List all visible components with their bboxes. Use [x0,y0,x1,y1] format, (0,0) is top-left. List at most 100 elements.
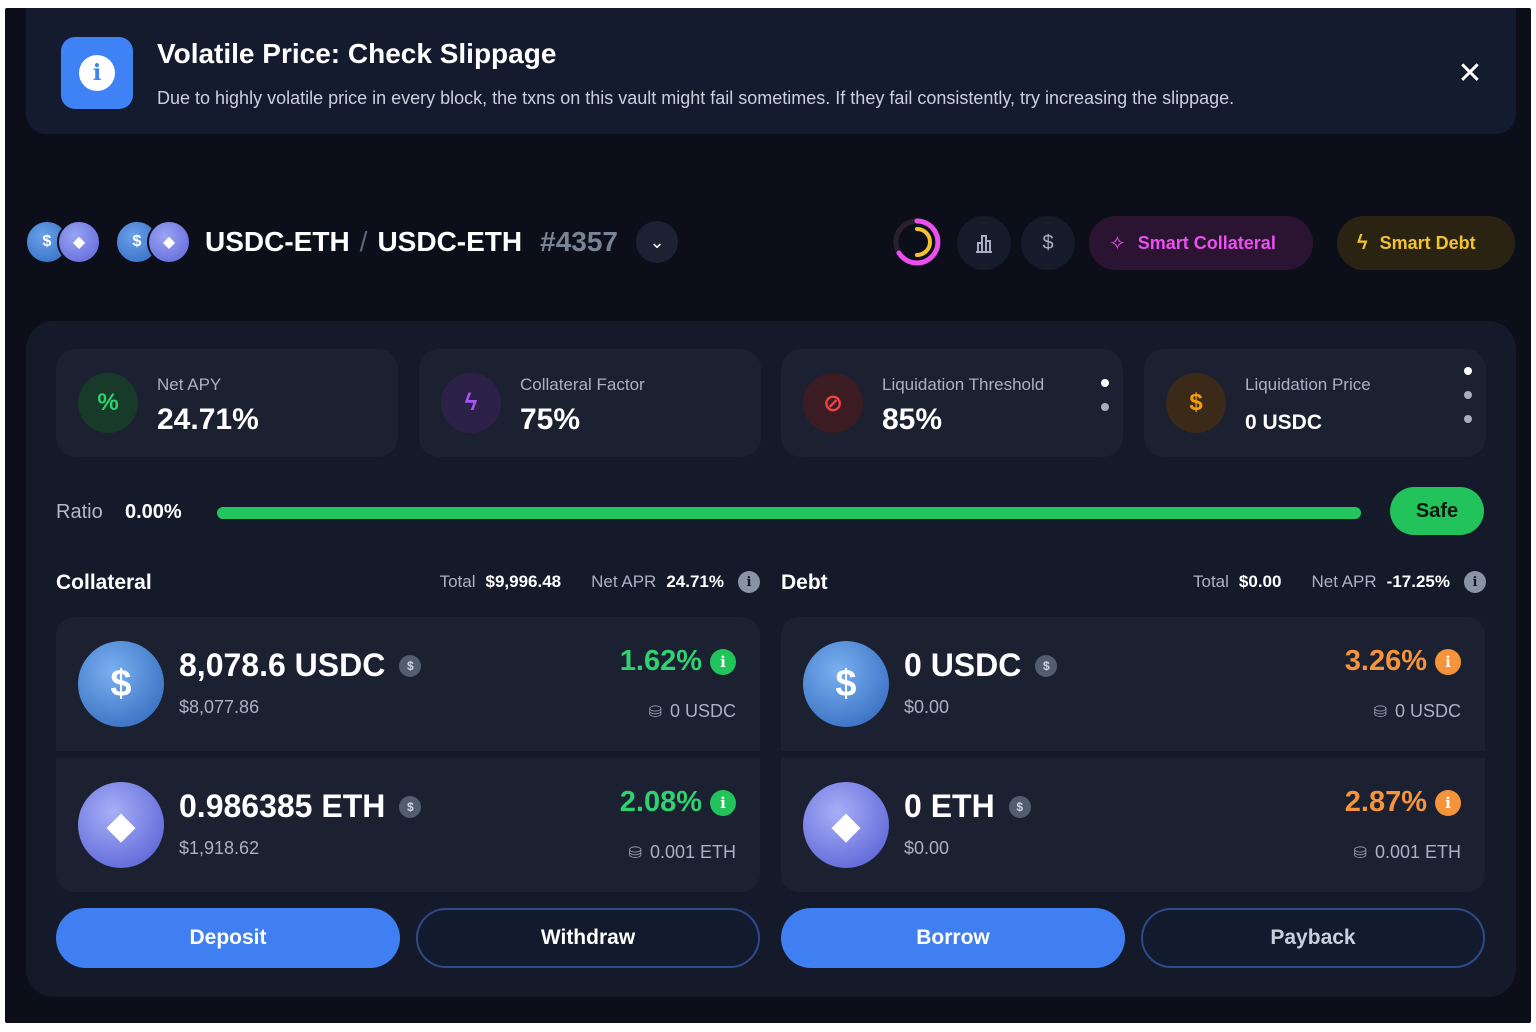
total-value: $0.00 [1238,572,1282,591]
ratio-value: 0.00% [125,501,182,523]
stat-value: 24.71% [157,403,259,436]
ratio-label: Ratio [56,501,103,523]
info-icon[interactable]: i [738,571,760,593]
dollar-icon: $ [399,795,422,818]
asset-min-amount: ⛁ 0 USDC [1373,701,1461,721]
asset-amount: 0 ETH $ [904,788,1031,825]
debt-summary: Total $0.00 Net APR -17.25% i [1193,571,1486,593]
info-icon[interactable]: i [710,789,736,816]
collateral-pair-name: USDC-ETH [205,226,350,257]
vault-pair-header: $ ◆ $ ◆ USDC-ETH / USDC-ETH #4357 ⌄ [25,218,678,266]
bolt-icon: ϟ [1357,231,1368,254]
info-icon: i [61,37,133,109]
stat-net-apy: % Net APY 24.71% [56,349,398,457]
apr-label: Net APR [591,572,657,591]
more-dots-icon[interactable] [1464,359,1472,431]
collateral-pair-icons: $ ◆ [25,218,105,266]
total-value: $9,996.48 [485,572,562,591]
smart-collateral-button[interactable]: ✧ Smart Collateral [1089,216,1313,270]
apr-value: -17.25% [1386,572,1450,591]
dollar-icon: $ [1035,654,1058,677]
apr-value: 24.71% [666,572,724,591]
stat-liquidation-price: $ Liquidation Price 0 USDC [1144,349,1486,457]
close-icon[interactable]: ✕ [1457,56,1483,90]
debt-pair-icons: $ ◆ [115,218,195,266]
asset-usd-value: $1,918.62 [179,838,260,858]
info-icon[interactable]: i [710,648,736,675]
dollar-icon: $ [1166,373,1226,433]
stat-label: Collateral Factor [520,375,645,394]
status-badge: Safe [1390,487,1484,535]
bolt-icon: ϟ [441,373,501,433]
eth-icon: ◆ [803,782,889,868]
coins-icon: ⛁ [1353,844,1367,862]
info-icon[interactable]: i [1435,789,1461,816]
dollar-button[interactable]: $ [1021,216,1075,270]
more-dots-icon[interactable] [1101,371,1109,419]
debt-pair-name: USDC-ETH [377,226,523,257]
chart-button[interactable] [957,216,1011,270]
asset-min-amount: ⛁ 0 USDC [648,701,736,721]
total-label: Total [1193,572,1229,591]
usdc-icon: $ [803,641,889,727]
vault-card: % Net APY 24.71% ϟ Collateral Factor 75%… [26,321,1516,997]
asset-usd-value: $0.00 [904,697,950,717]
asset-usd-value: $8,077.86 [179,697,260,717]
stat-value: 0 USDC [1245,411,1323,434]
stat-value: 75% [520,403,581,436]
asset-amount: 0.986385 ETH $ [179,788,422,825]
smart-collateral-label: Smart Collateral [1137,232,1276,253]
payback-button[interactable]: Payback [1141,908,1485,968]
debt-asset-eth[interactable]: ◆ 0 ETH $ $0.00 2.87% i ⛁ 0.001 ETH [781,758,1485,892]
borrow-button[interactable]: Borrow [781,908,1125,968]
collateral-summary: Total $9,996.48 Net APR 24.71% i [440,571,760,593]
debt-title: Debt [781,571,828,594]
percent-icon: % [78,373,138,433]
pair-separator: / [359,226,368,257]
loading-ring-icon [893,218,941,266]
smart-debt-button[interactable]: ϟ Smart Debt [1337,216,1515,270]
collateral-asset-eth[interactable]: ◆ 0.986385 ETH $ $1,918.62 2.08% i ⛁ 0.001 … [56,758,760,892]
ratio-progress-fill [217,507,1361,519]
usdc-icon: $ [115,220,159,264]
stat-value: 85% [882,403,943,436]
eth-icon: ◆ [57,220,101,264]
withdraw-button[interactable]: Withdraw [416,908,760,968]
asset-rate: 2.87% i [1345,786,1461,819]
asset-min-amount: ⛁ 0.001 ETH [628,842,736,862]
smart-debt-label: Smart Debt [1379,232,1476,253]
asset-rate: 2.08% i [620,786,736,819]
coins-icon: ⛁ [628,844,642,862]
bar-chart-icon [976,235,992,253]
dollar-icon: $ [1042,231,1054,254]
asset-rate: 3.26% i [1345,645,1461,678]
info-icon[interactable]: i [1464,571,1486,593]
banner-message: Due to highly volatile price in every bl… [157,88,1235,108]
collateral-asset-usdc[interactable]: $ 8,078.6 USDC $ $8,077.86 1.62% i ⛁ 0 USDC [56,617,760,751]
eth-icon: ◆ [147,220,191,264]
asset-min-amount: ⛁ 0.001 ETH [1353,842,1461,862]
chevron-down-icon: ⌄ [649,231,665,252]
collateral-title: Collateral [56,571,152,594]
asset-amount: 0 USDC $ [904,647,1058,684]
deposit-button[interactable]: Deposit [56,908,400,968]
sparkle-icon: ✧ [1109,232,1126,255]
usdc-icon: $ [78,641,164,727]
banner-title: Volatile Price: Check Slippage [157,38,557,69]
info-icon[interactable]: i [1435,648,1461,675]
total-label: Total [439,572,476,591]
asset-usd-value: $0.00 [904,838,950,858]
asset-rate: 1.62% i [620,645,736,678]
ban-icon: ⊘ [803,373,863,433]
asset-amount: 8,078.6 USDC $ [179,647,422,684]
vault-id: #4357 [540,226,618,257]
eth-icon: ◆ [78,782,164,868]
coins-icon: ⛁ [648,703,662,721]
apr-label: Net APR [1311,572,1377,591]
stat-label: Liquidation Price [1245,375,1371,394]
coins-icon: ⛁ [1373,703,1387,721]
dollar-icon: $ [399,654,422,677]
debt-asset-usdc[interactable]: $ 0 USDC $ $0.00 3.26% i ⛁ 0 USDC [781,617,1485,751]
vault-dropdown-button[interactable]: ⌄ [636,221,678,263]
ratio-progress-bar [217,507,1361,519]
